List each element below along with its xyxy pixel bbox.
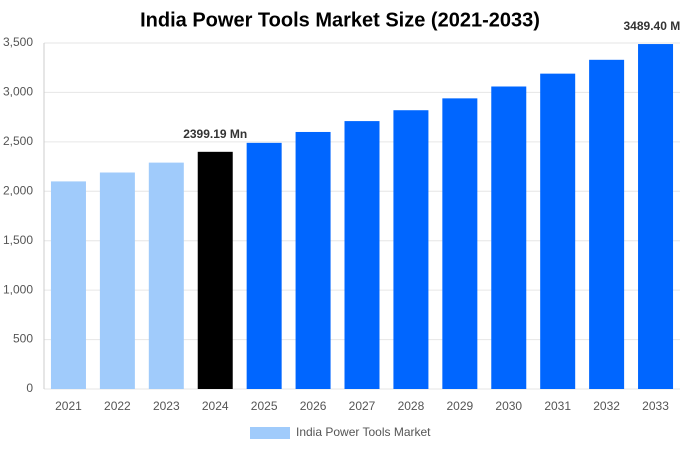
bar [295,131,331,389]
bar [393,110,429,390]
x-tick-label: 2031 [544,399,571,413]
x-tick-label: 2021 [55,399,82,413]
bar [344,121,380,390]
bar [589,59,625,389]
x-tick-label: 2028 [398,399,425,413]
x-tick-label: 2023 [153,399,180,413]
y-tick-label: 3,500 [3,35,33,49]
y-tick-label: 1,000 [3,282,33,296]
chart-title: India Power Tools Market Size (2021-2033… [140,9,540,31]
x-tick-label: 2024 [202,399,229,413]
x-tick-label: 2025 [251,399,278,413]
x-tick-label: 2026 [300,399,327,413]
bar [246,142,282,389]
x-tick-label: 2027 [349,399,376,413]
y-tick-label: 2,500 [3,134,33,148]
legend-label: India Power Tools Market [296,425,431,439]
bar [148,162,184,389]
value-label: 3489.40 Mn [624,19,680,33]
y-tick-label: 2,000 [3,183,33,197]
bar [197,151,233,389]
y-tick-label: 500 [13,332,33,346]
y-tick-label: 0 [26,381,33,395]
x-tick-label: 2033 [642,399,669,413]
x-tick-label: 2022 [104,399,131,413]
bar [638,44,674,390]
x-tick-label: 2032 [593,399,620,413]
y-tick-label: 1,500 [3,233,33,247]
bar [99,172,135,389]
legend-swatch [250,427,290,439]
y-tick-label: 3,000 [3,85,33,99]
bar [50,181,86,389]
x-tick-label: 2030 [495,399,522,413]
bar [442,98,478,390]
bar [491,86,527,390]
x-tick-label: 2029 [446,399,473,413]
value-label: 2399.19 Mn [183,127,247,141]
bar [540,73,576,389]
